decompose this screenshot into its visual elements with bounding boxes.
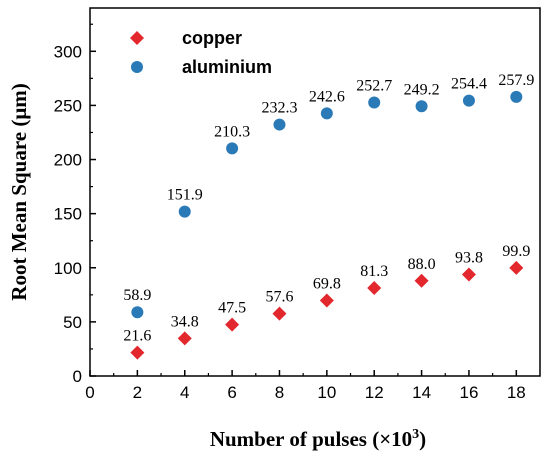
- copper-label-8: 99.9: [502, 243, 530, 260]
- legend-label-aluminium: aluminium: [182, 57, 272, 77]
- copper-label-1: 34.8: [171, 313, 199, 330]
- x-axis-title-superscript: 3: [412, 427, 419, 442]
- data-points: [130, 90, 524, 360]
- x-tick-label-0: 0: [85, 383, 94, 402]
- aluminium-point-1: [178, 205, 191, 218]
- y-tick-label-3: 150: [54, 205, 82, 224]
- aluminium-point-5: [368, 96, 381, 109]
- copper-point-0: [130, 345, 145, 360]
- y-tick-label-1: 50: [63, 313, 82, 332]
- copper-point-7: [461, 267, 476, 282]
- data-labels: 21.6 34.8 47.5 57.6 69.8 81.3 88.0 93.8 99.9 58.9…: [123, 72, 534, 345]
- aluminium-label-3: 232.3: [261, 100, 297, 117]
- aluminium-point-2: [226, 142, 239, 155]
- copper-label-6: 88.0: [408, 256, 436, 273]
- copper-point-4: [319, 293, 334, 308]
- x-tick-label-7: 14: [412, 383, 431, 402]
- copper-point-1: [177, 331, 192, 346]
- legend-marker-copper: [130, 31, 144, 45]
- aluminium-point-7: [462, 94, 475, 107]
- x-tick-label-4: 8: [275, 383, 284, 402]
- x-axis-title-end: ): [419, 427, 426, 451]
- y-tick-label-6: 300: [54, 42, 82, 61]
- y-tick-label-5: 250: [54, 96, 82, 115]
- aluminium-label-4: 242.6: [309, 88, 345, 105]
- aluminium-label-1: 151.9: [167, 187, 203, 204]
- legend-label-copper: copper: [182, 28, 242, 48]
- aluminium-label-7: 254.4: [451, 76, 487, 93]
- aluminium-label-0: 58.9: [123, 287, 151, 304]
- axis-ticks: [89, 23, 518, 377]
- x-axis-title: Number of pulses (×103): [210, 427, 426, 451]
- copper-label-7: 93.8: [455, 249, 483, 266]
- x-tick-label-2: 4: [180, 383, 189, 402]
- axis-tick-labels: 0 2 4 6 8 10 12 14 16 18 0 50 100 150 200 250 300: [54, 42, 526, 402]
- aluminium-point-4: [320, 107, 333, 120]
- legend: copper aluminium: [130, 28, 272, 77]
- y-tick-label-2: 100: [54, 259, 82, 278]
- aluminium-label-2: 210.3: [214, 123, 250, 140]
- copper-label-5: 81.3: [360, 263, 388, 280]
- y-axis-title: Root Mean Square (μm): [7, 83, 31, 300]
- x-axis-title-main: Number of pulses (×10: [210, 427, 412, 451]
- copper-point-6: [414, 273, 429, 288]
- aluminium-label-8: 257.9: [498, 72, 534, 89]
- y-tick-label-0: 0: [73, 367, 82, 386]
- aluminium-point-3: [273, 118, 286, 131]
- copper-label-3: 57.6: [265, 289, 293, 306]
- aluminium-point-8: [510, 90, 523, 103]
- x-tick-label-9: 18: [507, 383, 526, 402]
- copper-label-4: 69.8: [313, 275, 341, 292]
- x-tick-label-5: 10: [317, 383, 336, 402]
- copper-point-2: [225, 317, 240, 332]
- y-tick-label-4: 200: [54, 151, 82, 170]
- aluminium-label-6: 249.2: [404, 81, 440, 98]
- copper-point-8: [509, 260, 524, 275]
- copper-label-0: 21.6: [123, 328, 151, 345]
- x-tick-label-6: 12: [365, 383, 384, 402]
- aluminium-label-5: 252.7: [356, 77, 392, 94]
- x-tick-label-1: 2: [133, 383, 142, 402]
- copper-label-2: 47.5: [218, 300, 246, 317]
- x-tick-label-8: 16: [459, 383, 478, 402]
- plot-frame: [89, 7, 541, 377]
- copper-point-3: [272, 306, 287, 321]
- copper-point-5: [367, 281, 382, 296]
- x-tick-label-3: 6: [227, 383, 236, 402]
- aluminium-point-6: [415, 100, 428, 113]
- legend-marker-aluminium: [131, 61, 143, 73]
- aluminium-point-0: [131, 306, 144, 319]
